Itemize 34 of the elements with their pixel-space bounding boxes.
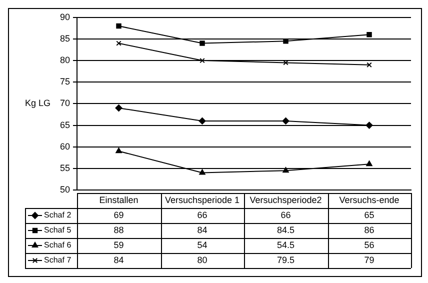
data-label: 80 xyxy=(197,254,208,265)
y-tick-label: 50 xyxy=(60,184,70,194)
data-label: 84 xyxy=(197,224,208,235)
x-tick-label: Versuchs-ende xyxy=(339,194,400,205)
legend-label: Schaf 5 xyxy=(44,226,72,235)
data-label: 59 xyxy=(114,240,124,250)
y-axis-title: Kg LG xyxy=(25,98,51,108)
legend-label: Schaf 7 xyxy=(44,256,72,265)
data-label: 54.5 xyxy=(276,240,295,250)
y-tick-label: 90 xyxy=(60,12,70,22)
data-label: 66 xyxy=(197,210,208,220)
data-label: 88 xyxy=(114,224,124,235)
y-tick-label: 75 xyxy=(60,76,70,87)
x-tick-label: Versuchsperiode2 xyxy=(250,194,322,205)
y-tick-label: 80 xyxy=(60,55,70,66)
legend-label: Schaf 2 xyxy=(44,210,72,220)
data-label: 56 xyxy=(364,240,374,250)
data-label: 86 xyxy=(364,224,374,235)
data-label: 79 xyxy=(364,254,374,265)
data-label: 66 xyxy=(280,210,291,220)
y-tick-label: 60 xyxy=(60,141,70,152)
legend-label: Schaf 6 xyxy=(44,240,72,250)
x-tick-label: Versuchsperiode 1 xyxy=(164,194,240,205)
data-label: 84.5 xyxy=(276,224,295,235)
data-label: 84 xyxy=(114,254,124,265)
y-tick-label: 55 xyxy=(60,162,70,173)
y-tick-label: 85 xyxy=(60,33,70,44)
data-label: 65 xyxy=(364,210,374,220)
data-label: 69 xyxy=(114,210,124,220)
x-tick-label: Einstallen xyxy=(99,194,138,205)
y-tick-label: 70 xyxy=(60,98,70,108)
data-label: 54 xyxy=(197,240,208,250)
data-label: 79.5 xyxy=(276,254,295,265)
y-tick-label: 65 xyxy=(60,120,70,130)
